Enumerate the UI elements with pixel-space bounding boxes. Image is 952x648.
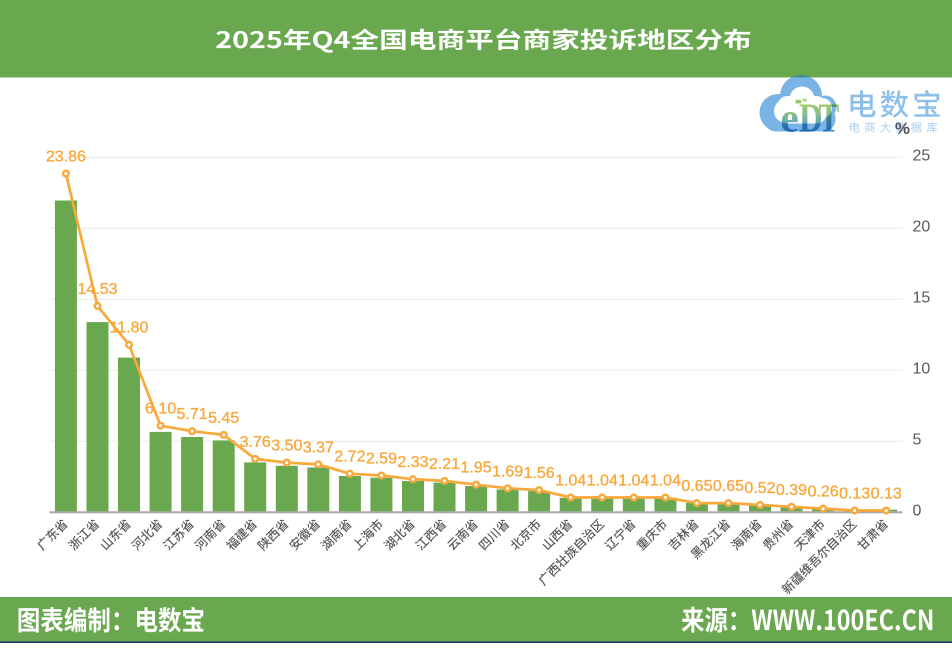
- svg-text:3.37: 3.37: [303, 439, 334, 456]
- svg-text:0.13: 0.13: [839, 486, 870, 503]
- svg-text:3.50: 3.50: [271, 438, 302, 455]
- svg-text:6.10: 6.10: [145, 401, 176, 418]
- svg-text:23.86: 23.86: [46, 149, 86, 166]
- svg-text:0: 0: [913, 503, 922, 520]
- svg-text:D: D: [799, 96, 823, 141]
- svg-text:0.65: 0.65: [681, 478, 712, 495]
- svg-text:1.04: 1.04: [587, 473, 618, 490]
- svg-text:1.69: 1.69: [492, 463, 523, 480]
- svg-text:3.76: 3.76: [240, 434, 271, 451]
- svg-text:1.04: 1.04: [618, 473, 649, 490]
- svg-text:15: 15: [913, 290, 931, 307]
- svg-text:1.95: 1.95: [461, 460, 492, 477]
- svg-text:1.04: 1.04: [555, 473, 586, 490]
- svg-text:0.52: 0.52: [744, 480, 775, 497]
- svg-text:25: 25: [913, 148, 931, 165]
- svg-text:1.04: 1.04: [650, 473, 681, 490]
- svg-text:2.21: 2.21: [429, 456, 460, 473]
- svg-text:5: 5: [913, 432, 922, 449]
- svg-text:0.26: 0.26: [808, 484, 839, 501]
- svg-text:2.33: 2.33: [397, 454, 428, 471]
- svg-text:5.71: 5.71: [177, 406, 208, 423]
- svg-text:%: %: [895, 119, 910, 138]
- svg-text:11.80: 11.80: [110, 320, 149, 337]
- svg-text:0.39: 0.39: [776, 482, 807, 499]
- svg-text:2.72: 2.72: [334, 449, 365, 466]
- svg-text:1.56: 1.56: [524, 465, 555, 482]
- svg-text:e: e: [781, 95, 799, 141]
- svg-text:14.53: 14.53: [77, 281, 117, 298]
- svg-text:5.45: 5.45: [208, 410, 239, 427]
- svg-text:20: 20: [913, 219, 931, 236]
- svg-text:0.65: 0.65: [713, 478, 744, 495]
- svg-text:10: 10: [913, 361, 931, 378]
- svg-text:2.59: 2.59: [366, 451, 397, 468]
- svg-text:T: T: [819, 95, 840, 140]
- svg-text:0.13: 0.13: [871, 486, 902, 503]
